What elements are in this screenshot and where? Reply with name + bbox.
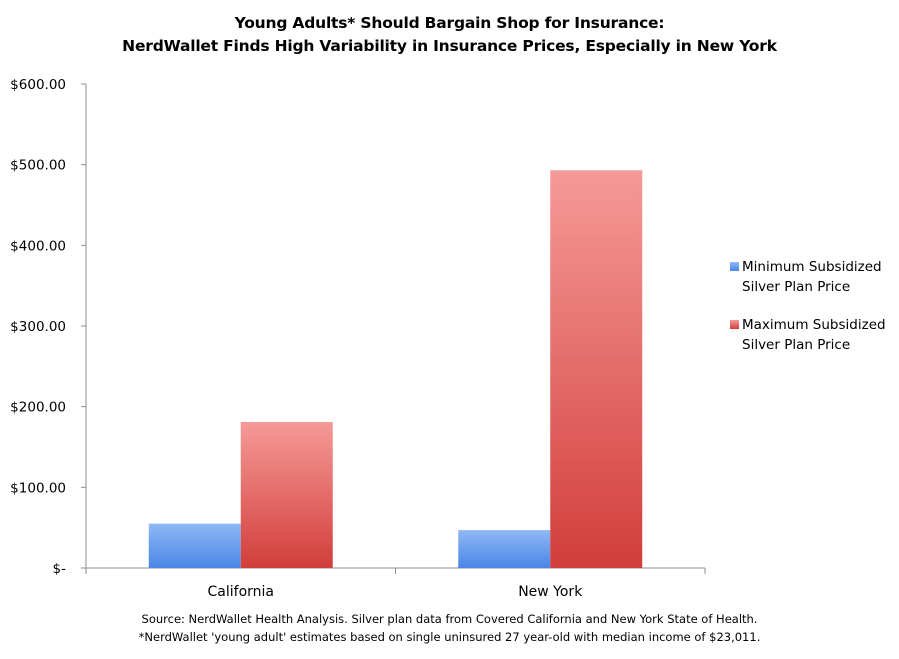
bar-california-maximum [240, 421, 333, 568]
x-category-label: New York [518, 584, 583, 600]
chart-title: Young Adults* Should Bargain Shop for In… [234, 14, 665, 32]
bar-new-york-minimum [458, 530, 551, 568]
footnote: *NerdWallet 'young adult' estimates base… [138, 630, 761, 644]
source-note: Source: NerdWallet Health Analysis. Silv… [141, 612, 758, 626]
y-tick-label: $300.00 [10, 319, 66, 335]
chart-subtitle: NerdWallet Finds High Variability in Ins… [122, 37, 777, 55]
y-tick-label: $500.00 [10, 158, 66, 174]
y-tick-label: $200.00 [10, 400, 66, 416]
x-category-label: California [208, 584, 274, 600]
bar-california-minimum [148, 523, 241, 568]
y-tick-label: $- [53, 561, 67, 577]
legend-swatch-blue [730, 262, 739, 271]
bar-new-york-maximum [550, 170, 643, 568]
legend-label-maximum: Maximum Subsidized Silver Plan Price [742, 317, 886, 353]
legend-label-minimum: Minimum Subsidized Silver Plan Price [742, 259, 882, 295]
y-tick-label: $400.00 [10, 238, 66, 254]
bar-chart: $- $100.00 $200.00 $300.00 $400.00 $500.00 $60… [10, 77, 706, 600]
y-tick-label: $100.00 [10, 480, 66, 496]
y-tick-label: $600.00 [10, 77, 66, 93]
legend-swatch-red [730, 320, 739, 329]
